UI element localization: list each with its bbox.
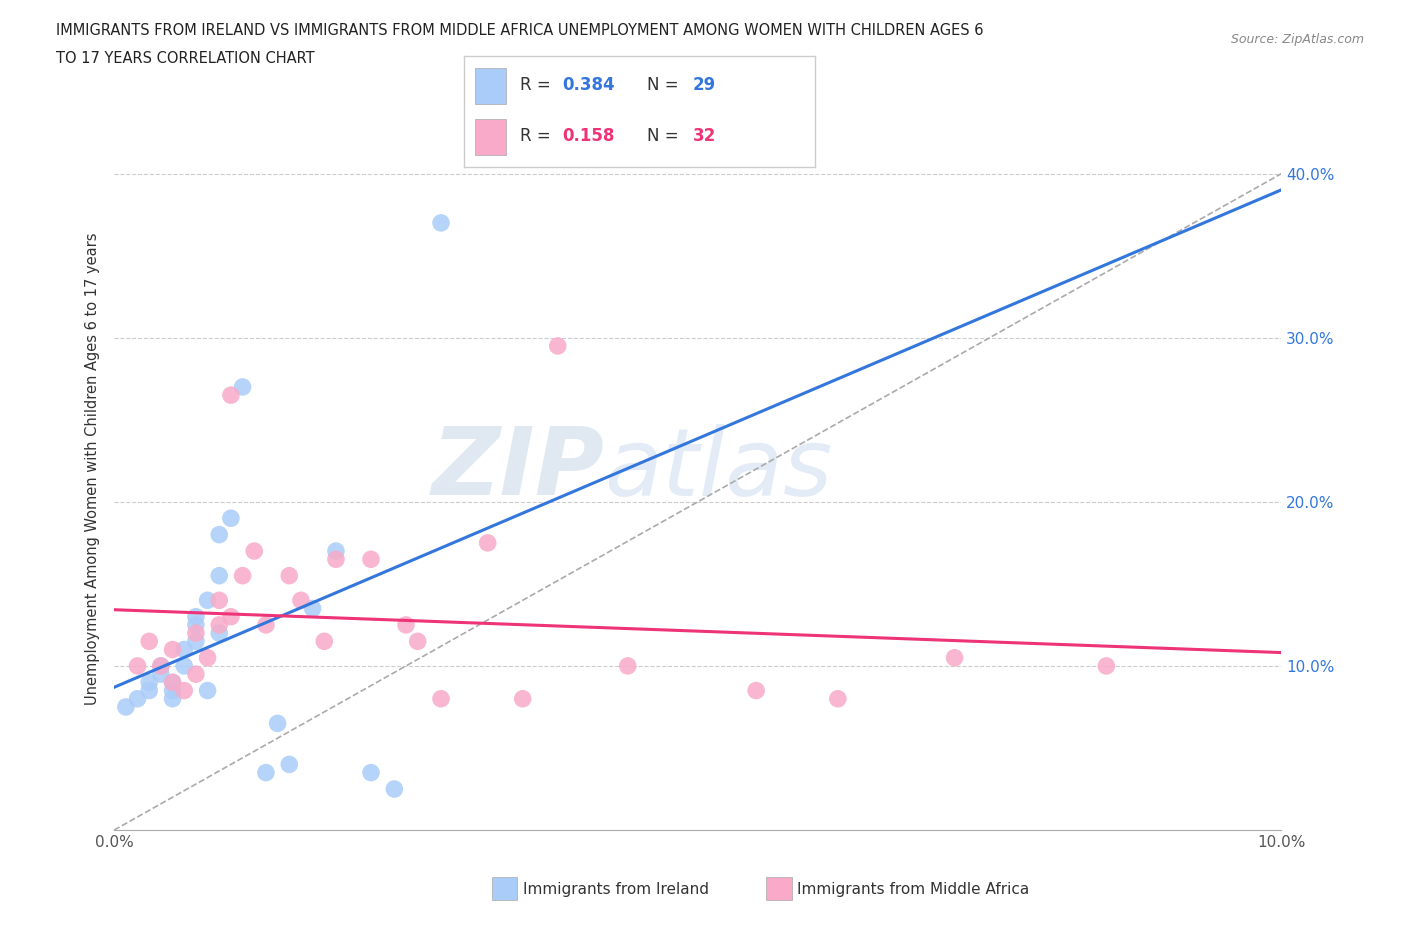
Point: [512, 691, 534, 706]
Point: [219, 388, 242, 403]
FancyBboxPatch shape: [475, 68, 506, 104]
Point: [254, 618, 277, 632]
Text: Source: ZipAtlas.com: Source: ZipAtlas.com: [1230, 33, 1364, 46]
Point: [197, 650, 219, 665]
Point: [184, 626, 207, 641]
Point: [278, 757, 301, 772]
Point: [301, 601, 323, 616]
Point: [208, 626, 231, 641]
Point: [208, 618, 231, 632]
Point: [138, 684, 160, 698]
Text: 29: 29: [693, 76, 716, 94]
Point: [162, 691, 184, 706]
Point: [266, 716, 288, 731]
Point: [395, 618, 418, 632]
Text: ZIP: ZIP: [432, 423, 605, 515]
Point: [360, 765, 382, 780]
Point: [149, 667, 172, 682]
Point: [243, 544, 266, 559]
Point: [745, 684, 768, 698]
Point: [197, 592, 219, 607]
FancyBboxPatch shape: [475, 119, 506, 155]
Point: [173, 658, 195, 673]
Point: [430, 216, 453, 231]
Point: [127, 658, 149, 673]
Point: [162, 675, 184, 690]
Point: [115, 699, 138, 714]
Text: TO 17 YEARS CORRELATION CHART: TO 17 YEARS CORRELATION CHART: [56, 51, 315, 66]
Point: [162, 675, 184, 690]
Point: [360, 551, 382, 566]
Point: [616, 658, 638, 673]
Text: N =: N =: [647, 127, 683, 145]
Point: [219, 609, 242, 624]
Point: [278, 568, 301, 583]
Point: [184, 634, 207, 649]
Point: [184, 667, 207, 682]
Y-axis label: Unemployment Among Women with Children Ages 6 to 17 years: Unemployment Among Women with Children A…: [86, 232, 100, 705]
Point: [208, 568, 231, 583]
Point: [149, 658, 172, 673]
Point: [325, 544, 347, 559]
Point: [943, 650, 966, 665]
Text: Immigrants from Middle Africa: Immigrants from Middle Africa: [797, 882, 1029, 897]
Point: [208, 527, 231, 542]
Point: [232, 568, 254, 583]
Text: 0.384: 0.384: [562, 76, 614, 94]
Point: [184, 609, 207, 624]
Point: [254, 765, 277, 780]
Text: 32: 32: [693, 127, 716, 145]
Text: 0.158: 0.158: [562, 127, 614, 145]
Point: [162, 642, 184, 657]
Point: [184, 618, 207, 632]
Point: [290, 592, 312, 607]
Point: [325, 551, 347, 566]
Point: [149, 658, 172, 673]
Text: N =: N =: [647, 76, 683, 94]
Point: [138, 675, 160, 690]
Text: Immigrants from Ireland: Immigrants from Ireland: [523, 882, 709, 897]
Point: [406, 634, 429, 649]
Text: R =: R =: [520, 127, 557, 145]
Point: [827, 691, 849, 706]
Point: [314, 634, 336, 649]
Point: [138, 634, 160, 649]
Point: [162, 684, 184, 698]
Point: [173, 642, 195, 657]
Point: [219, 511, 242, 525]
Point: [173, 684, 195, 698]
Point: [127, 691, 149, 706]
Point: [430, 691, 453, 706]
Point: [232, 379, 254, 394]
Point: [208, 592, 231, 607]
Text: atlas: atlas: [605, 423, 832, 514]
Text: IMMIGRANTS FROM IRELAND VS IMMIGRANTS FROM MIDDLE AFRICA UNEMPLOYMENT AMONG WOME: IMMIGRANTS FROM IRELAND VS IMMIGRANTS FR…: [56, 23, 984, 38]
Point: [382, 781, 405, 796]
Point: [1095, 658, 1118, 673]
Point: [477, 536, 499, 551]
Point: [197, 684, 219, 698]
Point: [547, 339, 569, 353]
Text: R =: R =: [520, 76, 557, 94]
